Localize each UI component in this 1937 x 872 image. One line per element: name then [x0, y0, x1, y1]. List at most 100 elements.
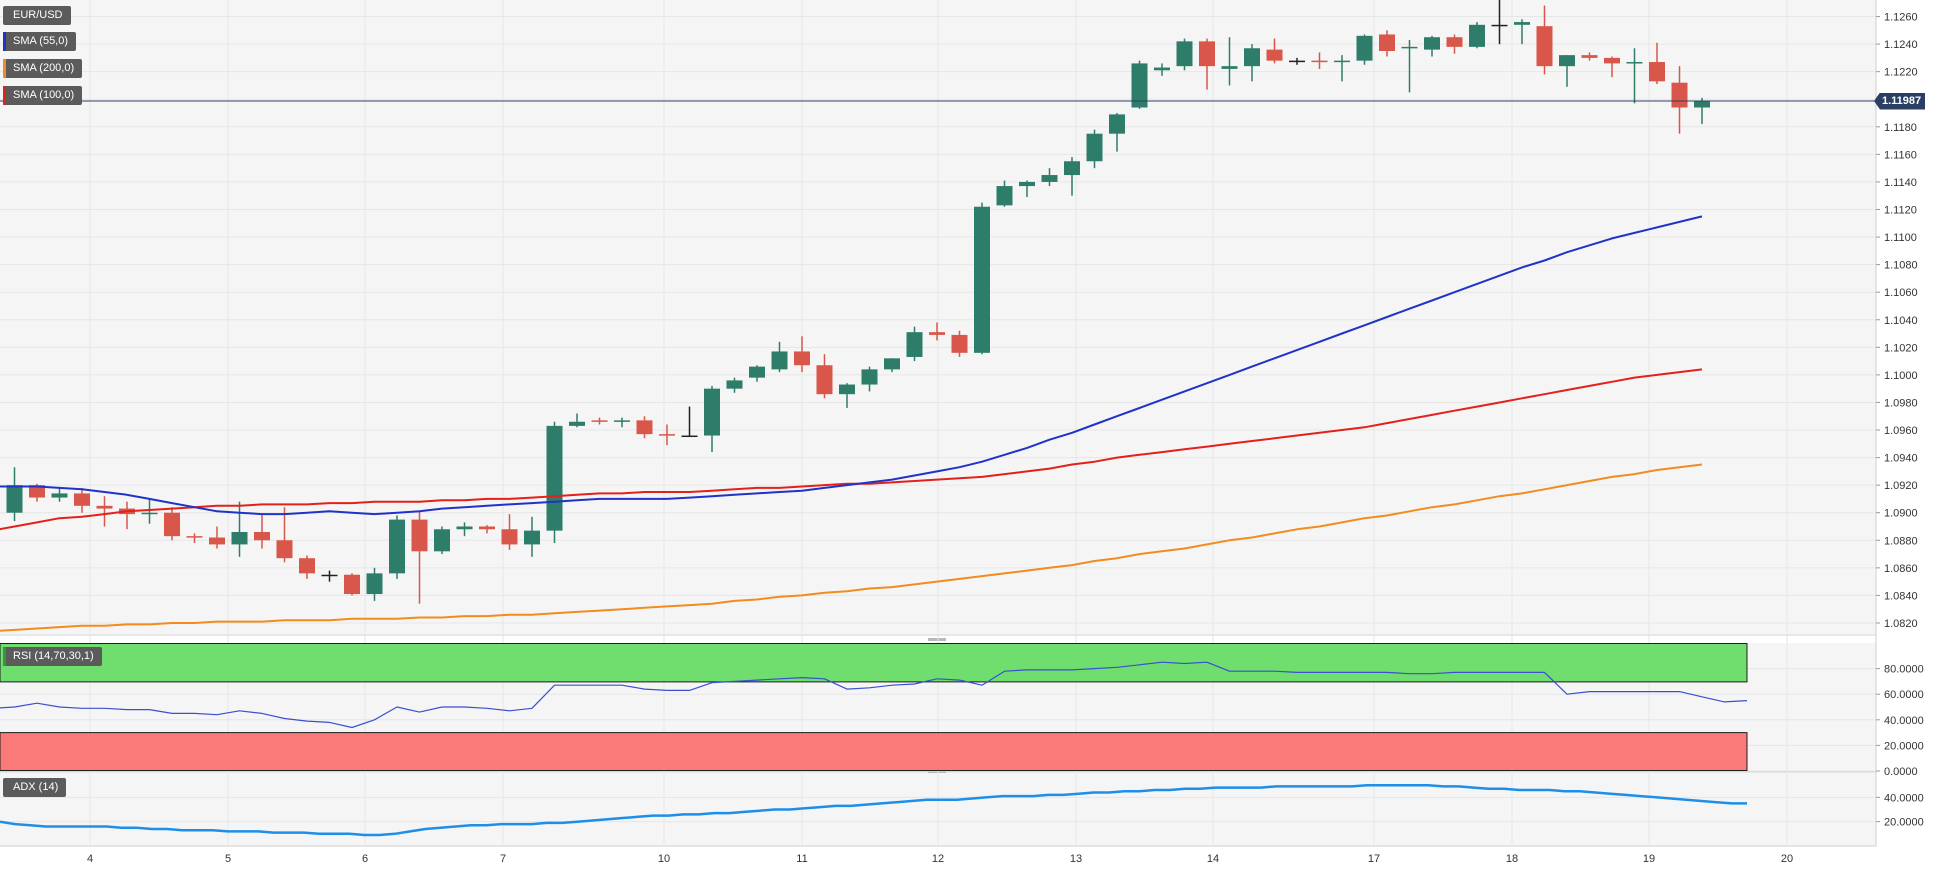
x-tick-label: 14 — [1207, 853, 1219, 865]
candle — [929, 322, 945, 341]
candle-body — [569, 421, 585, 426]
candle — [1491, 0, 1508, 45]
sma200-legend[interactable]: SMA (200,0) — [3, 59, 83, 78]
y-tick-label: 1.1220 — [1884, 67, 1918, 79]
sma55-legend[interactable]: SMA (55,0) — [3, 32, 77, 51]
candle-body — [1064, 161, 1080, 176]
y-tick-label: 1.1160 — [1884, 149, 1917, 161]
candle — [704, 385, 720, 453]
sma100-legend[interactable]: SMA (100,0) — [3, 86, 83, 105]
candle-body — [861, 369, 878, 385]
candle — [1199, 38, 1215, 90]
candle — [1334, 55, 1350, 82]
candle-body — [1289, 60, 1305, 63]
y-tick-label: 1.0920 — [1884, 480, 1918, 492]
candle-body — [1514, 22, 1530, 25]
candle — [51, 487, 68, 502]
candle — [1694, 97, 1710, 125]
candle — [1086, 129, 1103, 169]
panel-resize-handle — [928, 638, 946, 641]
candle-body — [704, 388, 720, 436]
candle-body — [1446, 37, 1463, 47]
sma200-swatch — [3, 59, 6, 78]
y-tick-label: 1.0900 — [1884, 508, 1918, 520]
y-tick-label: 1.1020 — [1884, 342, 1918, 354]
sma200-legend-label: SMA (200,0) — [13, 62, 75, 74]
rsi-bands — [0, 643, 1748, 771]
candle-body — [726, 380, 743, 389]
candle — [861, 366, 878, 392]
candle — [1109, 113, 1125, 152]
candle-body — [996, 186, 1013, 206]
candle — [1604, 56, 1620, 78]
x-tick-label: 13 — [1070, 853, 1082, 865]
candle-body — [1401, 46, 1418, 49]
candle — [1626, 48, 1643, 104]
candle — [974, 202, 990, 355]
symbol-legend[interactable]: EUR/USD — [3, 6, 71, 25]
candle — [186, 533, 203, 544]
y-tick-label: 1.0820 — [1884, 618, 1918, 630]
candle-body — [794, 351, 810, 366]
y-tick-label: 1.1060 — [1884, 287, 1918, 299]
candle — [659, 424, 675, 446]
candle — [996, 180, 1013, 207]
candle-body — [479, 526, 495, 530]
x-tick-label: 11 — [796, 853, 807, 865]
rsi-legend-label: RSI (14,70,30,1) — [13, 650, 94, 662]
candle — [389, 515, 405, 579]
candle-body — [434, 529, 450, 552]
sma100-line — [0, 368, 1703, 531]
rsi-line — [0, 661, 1748, 729]
x-tick-label: 19 — [1643, 853, 1655, 865]
indicator-lines — [0, 100, 1876, 837]
candle-body — [209, 537, 225, 545]
candle-body — [1131, 63, 1148, 108]
candle — [1154, 63, 1170, 76]
candle — [299, 555, 315, 579]
candle — [231, 501, 248, 557]
candle — [366, 567, 383, 601]
candle — [1514, 19, 1530, 45]
candle-body — [1109, 114, 1125, 134]
candle-body — [1041, 175, 1058, 182]
candle-body — [614, 420, 630, 422]
candle — [614, 417, 630, 428]
candle — [816, 354, 833, 399]
candle — [1379, 30, 1395, 57]
candle — [726, 377, 743, 393]
last-price-badge: 1.11987 — [1874, 92, 1926, 110]
candle-body — [51, 493, 68, 498]
candle — [1649, 42, 1665, 85]
sma100-legend-label: SMA (100,0) — [13, 89, 75, 101]
candle-body — [254, 532, 270, 541]
x-tick-label: 17 — [1368, 853, 1380, 865]
candle-body — [884, 358, 900, 370]
candle-body — [1019, 181, 1035, 187]
rsi-legend[interactable]: RSI (14,70,30,1) — [3, 647, 102, 666]
candle — [1424, 35, 1440, 57]
candle-body — [1649, 62, 1665, 82]
candle-body — [276, 540, 293, 559]
rsi-oversold-band — [0, 732, 1748, 771]
y-tick-label: 1.1240 — [1884, 39, 1918, 51]
candle-body — [951, 334, 968, 353]
candle — [569, 413, 585, 428]
candle-body — [366, 573, 383, 595]
candle-body — [1671, 82, 1688, 108]
candle — [591, 417, 608, 425]
candle-body — [1311, 60, 1328, 63]
adx-legend[interactable]: ADX (14) — [3, 778, 67, 797]
candle-body — [164, 512, 180, 537]
candle — [1041, 168, 1058, 187]
candle — [1244, 44, 1260, 82]
candle-body — [1244, 48, 1260, 67]
y-tick-label: 1.0960 — [1884, 425, 1918, 437]
candle — [1064, 157, 1080, 196]
candle-body — [344, 574, 360, 595]
candle-body — [1266, 49, 1283, 61]
candle — [1536, 5, 1553, 75]
candle — [951, 330, 968, 357]
candle-body — [636, 420, 653, 435]
candle — [681, 406, 698, 438]
